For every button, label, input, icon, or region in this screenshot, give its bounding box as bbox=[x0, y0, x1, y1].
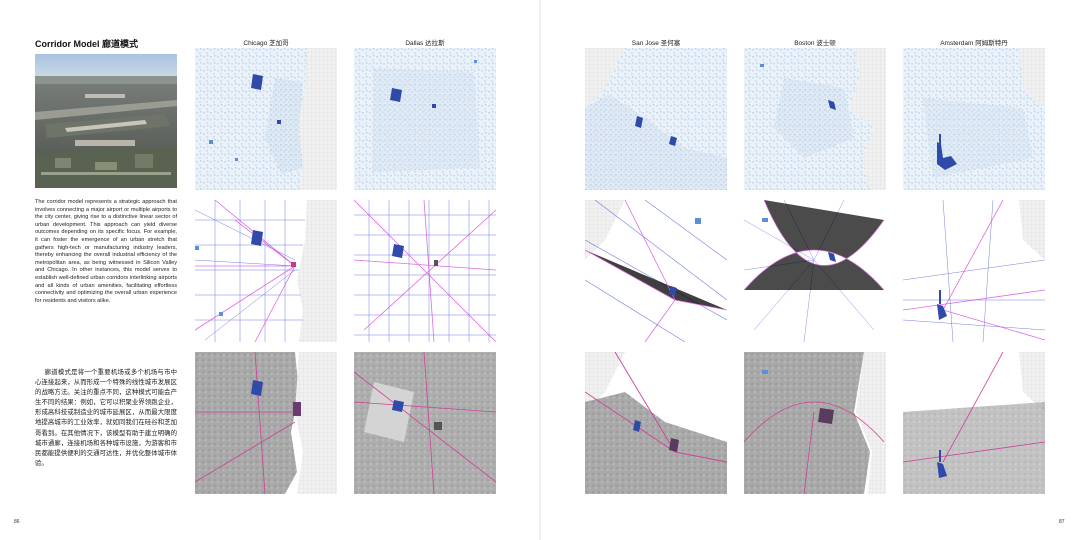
column-title-dallas: Dallas 达拉斯 bbox=[405, 40, 445, 47]
page-title: Corridor Model 廊道模式 bbox=[35, 39, 138, 49]
column-title-san-jose: San Jose 圣何塞 bbox=[631, 40, 681, 47]
body-text-chinese: 廊道模式是将一个重要机场或多个机场与市中心连接起来，从而形成一个特殊的线性城市发… bbox=[35, 369, 177, 467]
map-amsterdam-landuse bbox=[903, 352, 1045, 494]
map-dallas-landuse bbox=[354, 352, 496, 494]
map-chicago-density bbox=[195, 48, 337, 190]
map-san-jose-landuse bbox=[585, 352, 727, 494]
body-text-english: The corridor model represents a strategi… bbox=[35, 199, 177, 304]
page-number-right: 87 bbox=[1059, 519, 1065, 525]
map-boston-density bbox=[744, 48, 886, 190]
map-san-jose-density bbox=[585, 48, 727, 190]
column-title-amsterdam: Amsterdam 阿姆斯特丹 bbox=[940, 40, 1008, 47]
map-chicago-landuse bbox=[195, 352, 337, 494]
column-title-boston: Boston 波士顿 bbox=[794, 40, 836, 47]
map-boston-transit bbox=[744, 200, 886, 342]
aerial-airport-photo bbox=[35, 54, 177, 188]
map-dallas-transit bbox=[354, 200, 496, 342]
map-amsterdam-density bbox=[903, 48, 1045, 190]
map-amsterdam-transit bbox=[903, 200, 1045, 342]
column-title-chicago: Chicago 芝加哥 bbox=[243, 40, 289, 47]
map-san-jose-transit bbox=[585, 200, 727, 342]
map-chicago-transit bbox=[195, 200, 337, 342]
page-gutter bbox=[539, 0, 541, 540]
map-boston-landuse bbox=[744, 352, 886, 494]
page-number-left: 86 bbox=[14, 519, 20, 525]
map-dallas-density bbox=[354, 48, 496, 190]
